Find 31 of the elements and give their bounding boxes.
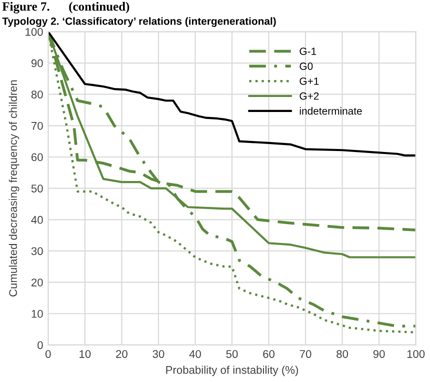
x-tick-label: 80 — [336, 350, 348, 358]
x-tick-label: 70 — [300, 350, 312, 358]
y-tick-label: 50 — [31, 184, 43, 192]
x-tick-label: 90 — [373, 350, 385, 358]
caption: Figure 7. (continued) — [2, 2, 130, 14]
y-tick-label: 10 — [32, 310, 43, 318]
x-tick-label: 20 — [116, 350, 128, 358]
y-tick-label: 40 — [31, 216, 43, 224]
x-tick-label: 100 — [407, 350, 425, 358]
x-tick-label: 50 — [226, 350, 238, 358]
y-tick-label: 30 — [31, 247, 43, 256]
x-tick-label: 0 — [46, 350, 51, 358]
y-tick-label: 70 — [32, 122, 43, 130]
legend-label: G0 — [300, 62, 313, 70]
y-tick-label: 90 — [31, 59, 43, 68]
legend-label: G+1 — [300, 77, 319, 85]
y-axis-title: Cumulated decreasing frequency of children — [8, 80, 20, 296]
x-tick-label: 30 — [152, 350, 164, 358]
legend-label: G-1 — [300, 48, 316, 55]
y-tick-label: 0 — [38, 341, 43, 350]
x-axis-title: Probability of instability (%) — [166, 366, 298, 376]
x-tick-label: 40 — [189, 350, 201, 358]
legend-label: G+2 — [300, 92, 319, 100]
y-tick-label: 100 — [26, 28, 43, 36]
legend-label: indeterminate — [300, 107, 362, 115]
y-tick-label: 20 — [32, 278, 43, 286]
x-tick-label: 60 — [263, 350, 274, 358]
x-tick-label: 10 — [80, 350, 91, 358]
y-tick-label: 80 — [31, 90, 43, 98]
y-tick-label: 60 — [32, 153, 43, 162]
chart-title: Typology 2. ‘Classificatory’ relations (intergenerational) — [2, 17, 276, 27]
